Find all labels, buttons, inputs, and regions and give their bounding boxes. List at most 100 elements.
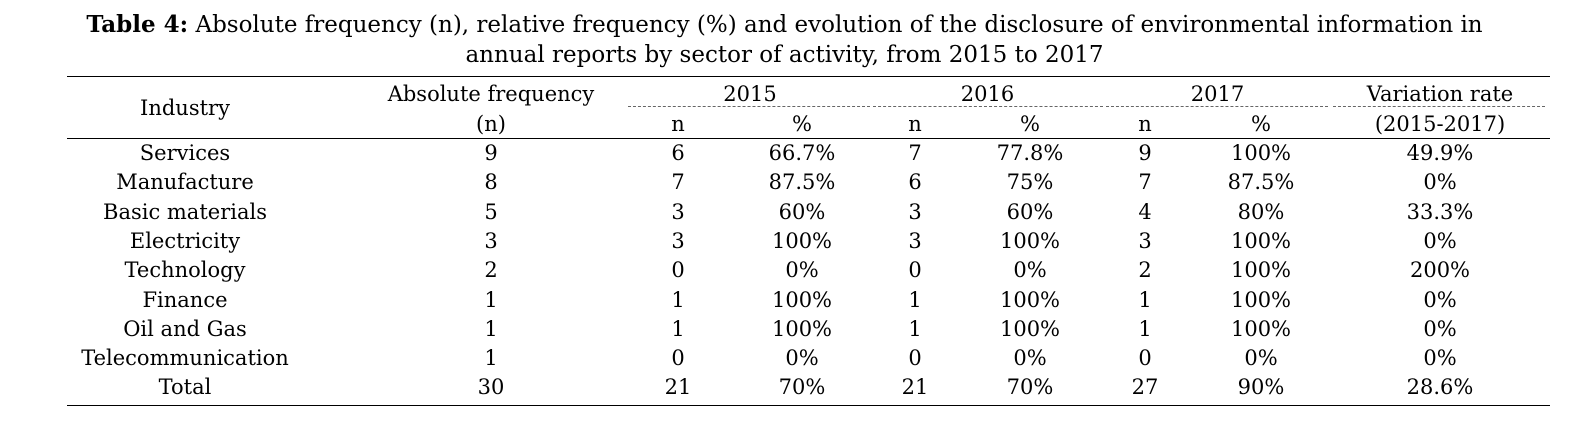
cell-2016-n: 0 xyxy=(908,258,922,282)
cell-2017-pct: 80% xyxy=(1237,200,1285,224)
header-2017-pct: % xyxy=(1251,112,1271,136)
header-abs-freq-1: Absolute frequency xyxy=(387,82,595,106)
subrule-variation xyxy=(1333,106,1545,107)
cell-industry: Technology xyxy=(124,258,246,282)
cell-2017-pct: 0% xyxy=(1244,346,1278,370)
cell-absolute-frequency: 2 xyxy=(484,258,498,282)
cell-industry: Finance xyxy=(142,288,228,312)
table-bottom-rule xyxy=(67,405,1550,406)
cell-2015-n: 0 xyxy=(671,346,685,370)
cell-absolute-frequency: 1 xyxy=(484,317,498,341)
cell-2015-n: 1 xyxy=(671,288,685,312)
header-abs-freq-2: (n) xyxy=(476,112,506,136)
cell-2017-pct: 90% xyxy=(1237,375,1285,399)
cell-2015-pct: 100% xyxy=(771,229,833,253)
header-variation-2: (2015-2017) xyxy=(1374,112,1506,136)
header-2017: 2017 xyxy=(1190,82,1245,106)
cell-2015-n: 21 xyxy=(664,375,692,399)
cell-industry: Basic materials xyxy=(103,200,267,224)
cell-2015-pct: 70% xyxy=(778,375,826,399)
cell-industry: Total xyxy=(158,375,212,399)
cell-2016-pct: 60% xyxy=(1006,200,1054,224)
cell-variation-rate: 0% xyxy=(1423,317,1457,341)
cell-2017-n: 2 xyxy=(1138,258,1152,282)
cell-2016-pct: 0% xyxy=(1013,258,1047,282)
cell-2017-n: 3 xyxy=(1138,229,1152,253)
caption-text-1: Absolute frequency (n), relative frequen… xyxy=(195,12,1483,38)
cell-2017-n: 0 xyxy=(1138,346,1152,370)
table-caption: Table 4: Absolute frequency (n), relativ… xyxy=(0,10,1569,70)
cell-2016-pct: 100% xyxy=(999,288,1061,312)
table-top-rule xyxy=(67,76,1550,77)
cell-2016-n: 6 xyxy=(908,170,922,194)
cell-variation-rate: 49.9% xyxy=(1406,141,1474,165)
header-2017-n: n xyxy=(1138,112,1152,136)
header-2016-n: n xyxy=(908,112,922,136)
cell-2015-n: 3 xyxy=(671,200,685,224)
cell-2015-pct: 100% xyxy=(771,317,833,341)
caption-line-1: Table 4: Absolute frequency (n), relativ… xyxy=(0,10,1569,40)
header-2016: 2016 xyxy=(960,82,1015,106)
cell-2016-n: 7 xyxy=(908,141,922,165)
subrule-2015 xyxy=(628,106,870,107)
cell-2017-n: 27 xyxy=(1131,375,1159,399)
cell-2017-n: 1 xyxy=(1138,288,1152,312)
header-2015-pct: % xyxy=(792,112,812,136)
cell-2017-n: 9 xyxy=(1138,141,1152,165)
cell-variation-rate: 200% xyxy=(1409,258,1471,282)
cell-2017-n: 4 xyxy=(1138,200,1152,224)
caption-label: Table 4: xyxy=(86,11,189,38)
cell-absolute-frequency: 1 xyxy=(484,346,498,370)
cell-2016-pct: 75% xyxy=(1006,170,1054,194)
cell-2016-n: 21 xyxy=(901,375,929,399)
cell-variation-rate: 0% xyxy=(1423,229,1457,253)
cell-2017-pct: 100% xyxy=(1230,141,1292,165)
cell-2015-n: 6 xyxy=(671,141,685,165)
cell-2017-n: 1 xyxy=(1138,317,1152,341)
cell-2016-n: 1 xyxy=(908,317,922,341)
cell-absolute-frequency: 8 xyxy=(484,170,498,194)
header-2015-n: n xyxy=(671,112,685,136)
cell-2015-n: 1 xyxy=(671,317,685,341)
cell-industry: Oil and Gas xyxy=(123,317,247,341)
cell-industry: Telecommunication xyxy=(81,346,289,370)
cell-2016-n: 3 xyxy=(908,200,922,224)
cell-2017-n: 7 xyxy=(1138,170,1152,194)
cell-2017-pct: 100% xyxy=(1230,317,1292,341)
cell-variation-rate: 33.3% xyxy=(1406,200,1474,224)
header-2015: 2015 xyxy=(723,82,777,106)
cell-absolute-frequency: 1 xyxy=(484,288,498,312)
cell-variation-rate: 28.6% xyxy=(1406,375,1474,399)
cell-2016-n: 3 xyxy=(908,229,922,253)
cell-2017-pct: 87.5% xyxy=(1227,170,1295,194)
cell-absolute-frequency: 30 xyxy=(477,375,505,399)
table-header-rule xyxy=(67,138,1550,139)
cell-2016-pct: 100% xyxy=(999,317,1061,341)
cell-2015-pct: 66.7% xyxy=(768,141,836,165)
caption-line-2: annual reports by sector of activity, fr… xyxy=(465,42,1104,68)
cell-2017-pct: 100% xyxy=(1230,288,1292,312)
cell-variation-rate: 0% xyxy=(1423,288,1457,312)
cell-industry: Manufacture xyxy=(116,170,254,194)
cell-2015-n: 0 xyxy=(671,258,685,282)
cell-2015-pct: 0% xyxy=(785,346,819,370)
cell-2015-pct: 0% xyxy=(785,258,819,282)
cell-industry: Electricity xyxy=(129,229,241,253)
cell-absolute-frequency: 5 xyxy=(484,200,498,224)
cell-2015-pct: 60% xyxy=(778,200,826,224)
cell-2017-pct: 100% xyxy=(1230,258,1292,282)
header-industry: Industry xyxy=(140,96,230,120)
cell-2015-n: 3 xyxy=(671,229,685,253)
cell-2016-pct: 77.8% xyxy=(996,141,1064,165)
subrule-2017 xyxy=(1106,106,1328,107)
cell-variation-rate: 0% xyxy=(1423,346,1457,370)
cell-2016-pct: 0% xyxy=(1013,346,1047,370)
cell-2017-pct: 100% xyxy=(1230,229,1292,253)
header-2016-pct: % xyxy=(1020,112,1040,136)
cell-2016-pct: 70% xyxy=(1006,375,1054,399)
cell-variation-rate: 0% xyxy=(1423,170,1457,194)
cell-2015-n: 7 xyxy=(671,170,685,194)
cell-2016-n: 0 xyxy=(908,346,922,370)
cell-2016-n: 1 xyxy=(908,288,922,312)
cell-2015-pct: 100% xyxy=(771,288,833,312)
